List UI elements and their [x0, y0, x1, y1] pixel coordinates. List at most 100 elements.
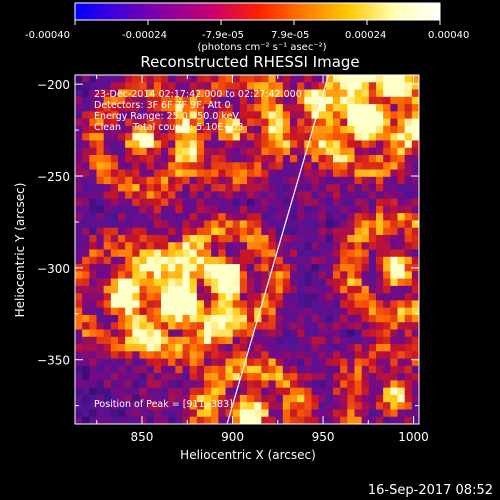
- heatmap-cell: [290, 140, 298, 149]
- heatmap-cell: [347, 300, 356, 309]
- heatmap-cell: [383, 256, 391, 265]
- heatmap-cell: [110, 191, 119, 200]
- heatmap-cell: [390, 184, 399, 192]
- heatmap-cell: [318, 314, 327, 323]
- heatmap-cell: [196, 402, 205, 411]
- heatmap-cell: [132, 184, 141, 192]
- x-tick-label: 950: [312, 430, 335, 444]
- heatmap-cell: [340, 227, 348, 236]
- heatmap-cell: [347, 256, 356, 265]
- heatmap-cell: [232, 169, 241, 178]
- heatmap-cell: [397, 169, 406, 178]
- heatmap-cell: [254, 82, 262, 91]
- heatmap-cell: [311, 264, 320, 272]
- heatmap-cell: [254, 111, 262, 120]
- heatmap-cell: [118, 416, 126, 424]
- heatmap-cell: [232, 314, 241, 323]
- heatmap-cell: [75, 256, 83, 265]
- heatmap-cell: [189, 198, 198, 207]
- heatmap-cell: [168, 322, 176, 331]
- heatmap-cell: [96, 416, 105, 424]
- heatmap-cell: [290, 147, 298, 156]
- heatmap-cell: [146, 336, 155, 345]
- heatmap-cell: [125, 162, 133, 171]
- heatmap-cell: [268, 147, 277, 156]
- heatmap-cell: [376, 307, 384, 316]
- heatmap-cell: [361, 322, 370, 331]
- heatmap-cell: [225, 394, 234, 403]
- heatmap-cell: [239, 220, 248, 229]
- heatmap-cell: [397, 198, 406, 207]
- heatmap-cell: [311, 118, 320, 127]
- heatmap-cell: [153, 75, 162, 83]
- heatmap-cell: [268, 118, 277, 127]
- heatmap-cell: [125, 351, 133, 360]
- heatmap-cell: [175, 176, 184, 185]
- heatmap-cell: [211, 278, 219, 287]
- heatmap-cell: [304, 169, 313, 178]
- heatmap-cell: [333, 358, 341, 367]
- heatmap-cell: [325, 220, 334, 229]
- heatmap-cell: [347, 147, 356, 156]
- heatmap-cell: [404, 271, 413, 280]
- heatmap-cell: [354, 96, 363, 105]
- heatmap-cell: [397, 184, 406, 192]
- heatmap-cell: [318, 82, 327, 91]
- heatmap-cell: [218, 300, 227, 309]
- heatmap-cell: [153, 147, 162, 156]
- heatmap-cell: [82, 380, 90, 389]
- heatmap-cell: [189, 147, 198, 156]
- heatmap-cell: [254, 234, 262, 243]
- heatmap-cell: [175, 373, 184, 381]
- heatmap-cell: [390, 205, 399, 214]
- heatmap-cell: [175, 351, 184, 360]
- heatmap-cell: [297, 125, 305, 134]
- heatmap-cell: [218, 154, 227, 163]
- heatmap-cell: [368, 416, 377, 424]
- heatmap-cell: [261, 300, 270, 309]
- heatmap-cell: [275, 373, 284, 381]
- heatmap-cell: [182, 373, 191, 381]
- heatmap-cell: [397, 234, 406, 243]
- heatmap-cell: [118, 336, 126, 345]
- heatmap-cell: [118, 75, 126, 83]
- heatmap-cell: [297, 271, 305, 280]
- heatmap-cell: [132, 278, 141, 287]
- heatmap-cell: [153, 256, 162, 265]
- heatmap-cell: [82, 271, 90, 280]
- heatmap-cell: [404, 285, 413, 294]
- heatmap-cell: [268, 82, 277, 91]
- heatmap-cell: [232, 213, 241, 222]
- heatmap-cell: [96, 118, 105, 127]
- heatmap-cell: [82, 402, 90, 411]
- heatmap-cell: [275, 307, 284, 316]
- heatmap-cell: [275, 140, 284, 149]
- heatmap-cell: [311, 111, 320, 120]
- heatmap-cell: [232, 300, 241, 309]
- heatmap-cell: [368, 285, 377, 294]
- heatmap-cell: [75, 154, 83, 163]
- heatmap-cell: [268, 234, 277, 243]
- heatmap-cell: [218, 271, 227, 280]
- heatmap-cell: [268, 89, 277, 98]
- heatmap-cell: [311, 249, 320, 258]
- heatmap-cell: [125, 220, 133, 229]
- heatmap-cell: [161, 118, 169, 127]
- heatmap-cell: [347, 373, 356, 381]
- heatmap-cell: [318, 154, 327, 163]
- heatmap-cell: [247, 293, 255, 301]
- heatmap-cell: [139, 409, 148, 418]
- heatmap-cell: [340, 242, 348, 251]
- heatmap-cell: [368, 293, 377, 301]
- heatmap-cell: [411, 416, 419, 424]
- heatmap-cell: [182, 336, 191, 345]
- heatmap-cell: [261, 191, 270, 200]
- heatmap-cell: [318, 140, 327, 149]
- heatmap-cell: [404, 380, 413, 389]
- heatmap-cell: [282, 205, 291, 214]
- heatmap-cell: [333, 249, 341, 258]
- colorbar-tick-label: 7.9e-05: [271, 30, 309, 41]
- heatmap-cell: [239, 242, 248, 251]
- heatmap-cell: [82, 394, 90, 403]
- heatmap-cell: [290, 373, 298, 381]
